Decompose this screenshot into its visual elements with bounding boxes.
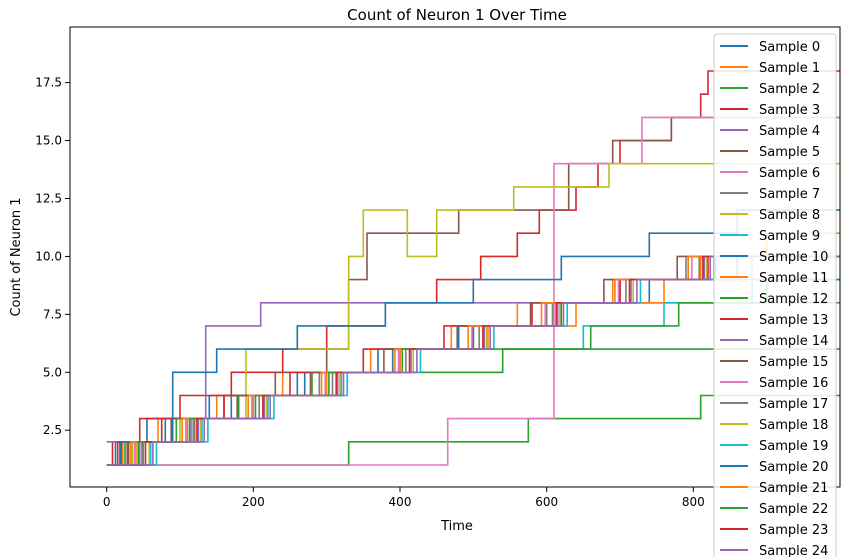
legend-label-1: Sample 1 [759,61,820,76]
y-tick-label-6: 17.5 [35,76,62,90]
y-tick-label-3: 10.0 [35,249,62,263]
y-axis-label: Count of Neuron 1 [9,197,24,316]
chart-title: Count of Neuron 1 Over Time [347,6,567,24]
series-line-19 [106,255,840,466]
x-tick-label-4: 800 [682,495,705,509]
plot-area [106,70,840,466]
legend-label-7: Sample 7 [759,187,820,202]
series-line-20 [106,209,840,466]
series-line-14 [106,255,840,466]
y-axis: 2.5 5.0 7.5 10.0 12.5 15.0 17.5 [35,76,70,437]
legend-label-10: Sample 10 [759,250,828,265]
legend-label-11: Sample 11 [759,271,828,286]
x-tick-label-0: 0 [103,495,111,509]
series-line-13 [106,255,840,466]
y-tick-label-0: 2.5 [43,423,62,437]
series-line-17 [106,255,840,466]
legend-label-22: Sample 22 [759,502,828,517]
y-tick-label-4: 12.5 [35,191,62,205]
x-tick-label-3: 600 [535,495,558,509]
x-axis: 0 200 400 600 800 [103,487,705,509]
legend-label-17: Sample 17 [759,397,828,412]
legend-label-16: Sample 16 [759,376,828,391]
y-tick-label-2: 7.5 [43,307,62,321]
legend: Sample 0 Sample 1 Sample 2 Sample 3 Sample 4… [713,33,837,557]
y-tick-label-5: 15.0 [35,134,62,148]
x-axis-label: Time [440,519,473,534]
legend-label-18: Sample 18 [759,418,828,433]
legend-label-20: Sample 20 [759,460,828,475]
series-line-21 [106,255,840,466]
series-line-15 [106,255,840,466]
legend-label-14: Sample 14 [759,334,828,349]
series-line-24 [106,255,840,466]
legend-label-19: Sample 19 [759,439,828,454]
series-line-6 [106,116,840,466]
x-tick-label-1: 200 [242,495,265,509]
legend-label-5: Sample 5 [759,145,820,160]
series-line-10 [106,255,840,466]
legend-label-4: Sample 4 [759,124,820,139]
legend-label-2: Sample 2 [759,82,820,97]
legend-label-0: Sample 0 [759,40,820,55]
axes-frame [69,26,841,488]
legend-label-13: Sample 13 [759,313,828,328]
legend-label-9: Sample 9 [759,229,820,244]
legend-box [713,33,837,557]
series-line-11 [106,255,840,466]
legend-label-8: Sample 8 [759,208,820,223]
series-line-18 [106,255,840,466]
y-tick-label-1: 5.0 [43,365,62,379]
legend-label-23: Sample 23 [759,523,828,538]
legend-label-3: Sample 3 [759,103,820,118]
legend-label-12: Sample 12 [759,292,828,307]
series-line-23 [106,255,840,466]
series-line-2 [106,394,840,466]
legend-label-24: Sample 24 [759,544,828,557]
legend-label-21: Sample 21 [759,481,828,496]
legend-label-6: Sample 6 [759,166,820,181]
series-line-8 [106,162,840,466]
legend-label-15: Sample 15 [759,355,828,370]
x-tick-label-2: 400 [389,495,412,509]
series-line-16 [106,255,840,466]
